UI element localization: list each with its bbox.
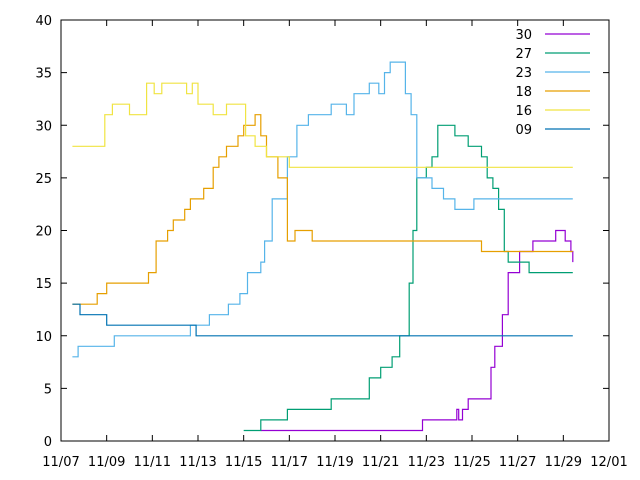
y-tick-label: 20 <box>35 225 52 240</box>
series-line-27 <box>243 124 573 432</box>
series-line-30 <box>260 229 574 432</box>
x-tick-label: 11/11 <box>134 455 171 470</box>
x-tick-label: 11/29 <box>545 455 582 470</box>
series-line-18 <box>72 114 573 305</box>
y-tick-label: 40 <box>35 14 52 29</box>
x-tick-label: 11/07 <box>42 455 79 470</box>
x-tick-label: 11/15 <box>225 455 262 470</box>
y-axis: 0 5 10 15 20 25 30 35 40 <box>35 14 609 450</box>
series-line-23 <box>72 61 573 358</box>
y-tick-label: 0 <box>44 435 52 450</box>
legend-label-30: 30 <box>515 28 532 43</box>
x-tick-label: 11/27 <box>499 455 536 470</box>
y-tick-label: 15 <box>35 277 52 292</box>
x-tick-label: 11/25 <box>453 455 490 470</box>
y-tick-label: 30 <box>35 119 52 134</box>
legend-label-18: 18 <box>515 85 532 100</box>
x-tick-label: 11/19 <box>316 455 353 470</box>
legend-label-16: 16 <box>515 104 532 119</box>
legend-label-27: 27 <box>515 47 532 62</box>
legend-label-23: 23 <box>515 66 532 81</box>
x-tick-label: 11/09 <box>88 455 125 470</box>
series-line-16 <box>72 82 573 168</box>
x-tick-label: 11/23 <box>408 455 445 470</box>
y-tick-label: 35 <box>35 67 52 82</box>
legend-label-09: 09 <box>515 123 532 138</box>
y-tick-label: 10 <box>35 330 52 345</box>
y-tick-label: 5 <box>44 382 52 397</box>
legend: 30 27 23 18 16 09 <box>515 28 590 138</box>
x-tick-label: 11/21 <box>362 455 399 470</box>
x-tick-label: 11/13 <box>179 455 216 470</box>
x-axis: 11/07 11/09 11/11 11/13 11/15 11/17 11/19 11/21… <box>42 20 628 470</box>
series-line-09 <box>72 303 573 337</box>
plot-frame <box>60 19 610 442</box>
series-layer <box>72 61 574 432</box>
y-tick-label: 25 <box>35 172 52 187</box>
x-tick-label: 12/01 <box>590 455 627 470</box>
x-tick-label: 11/17 <box>271 455 308 470</box>
